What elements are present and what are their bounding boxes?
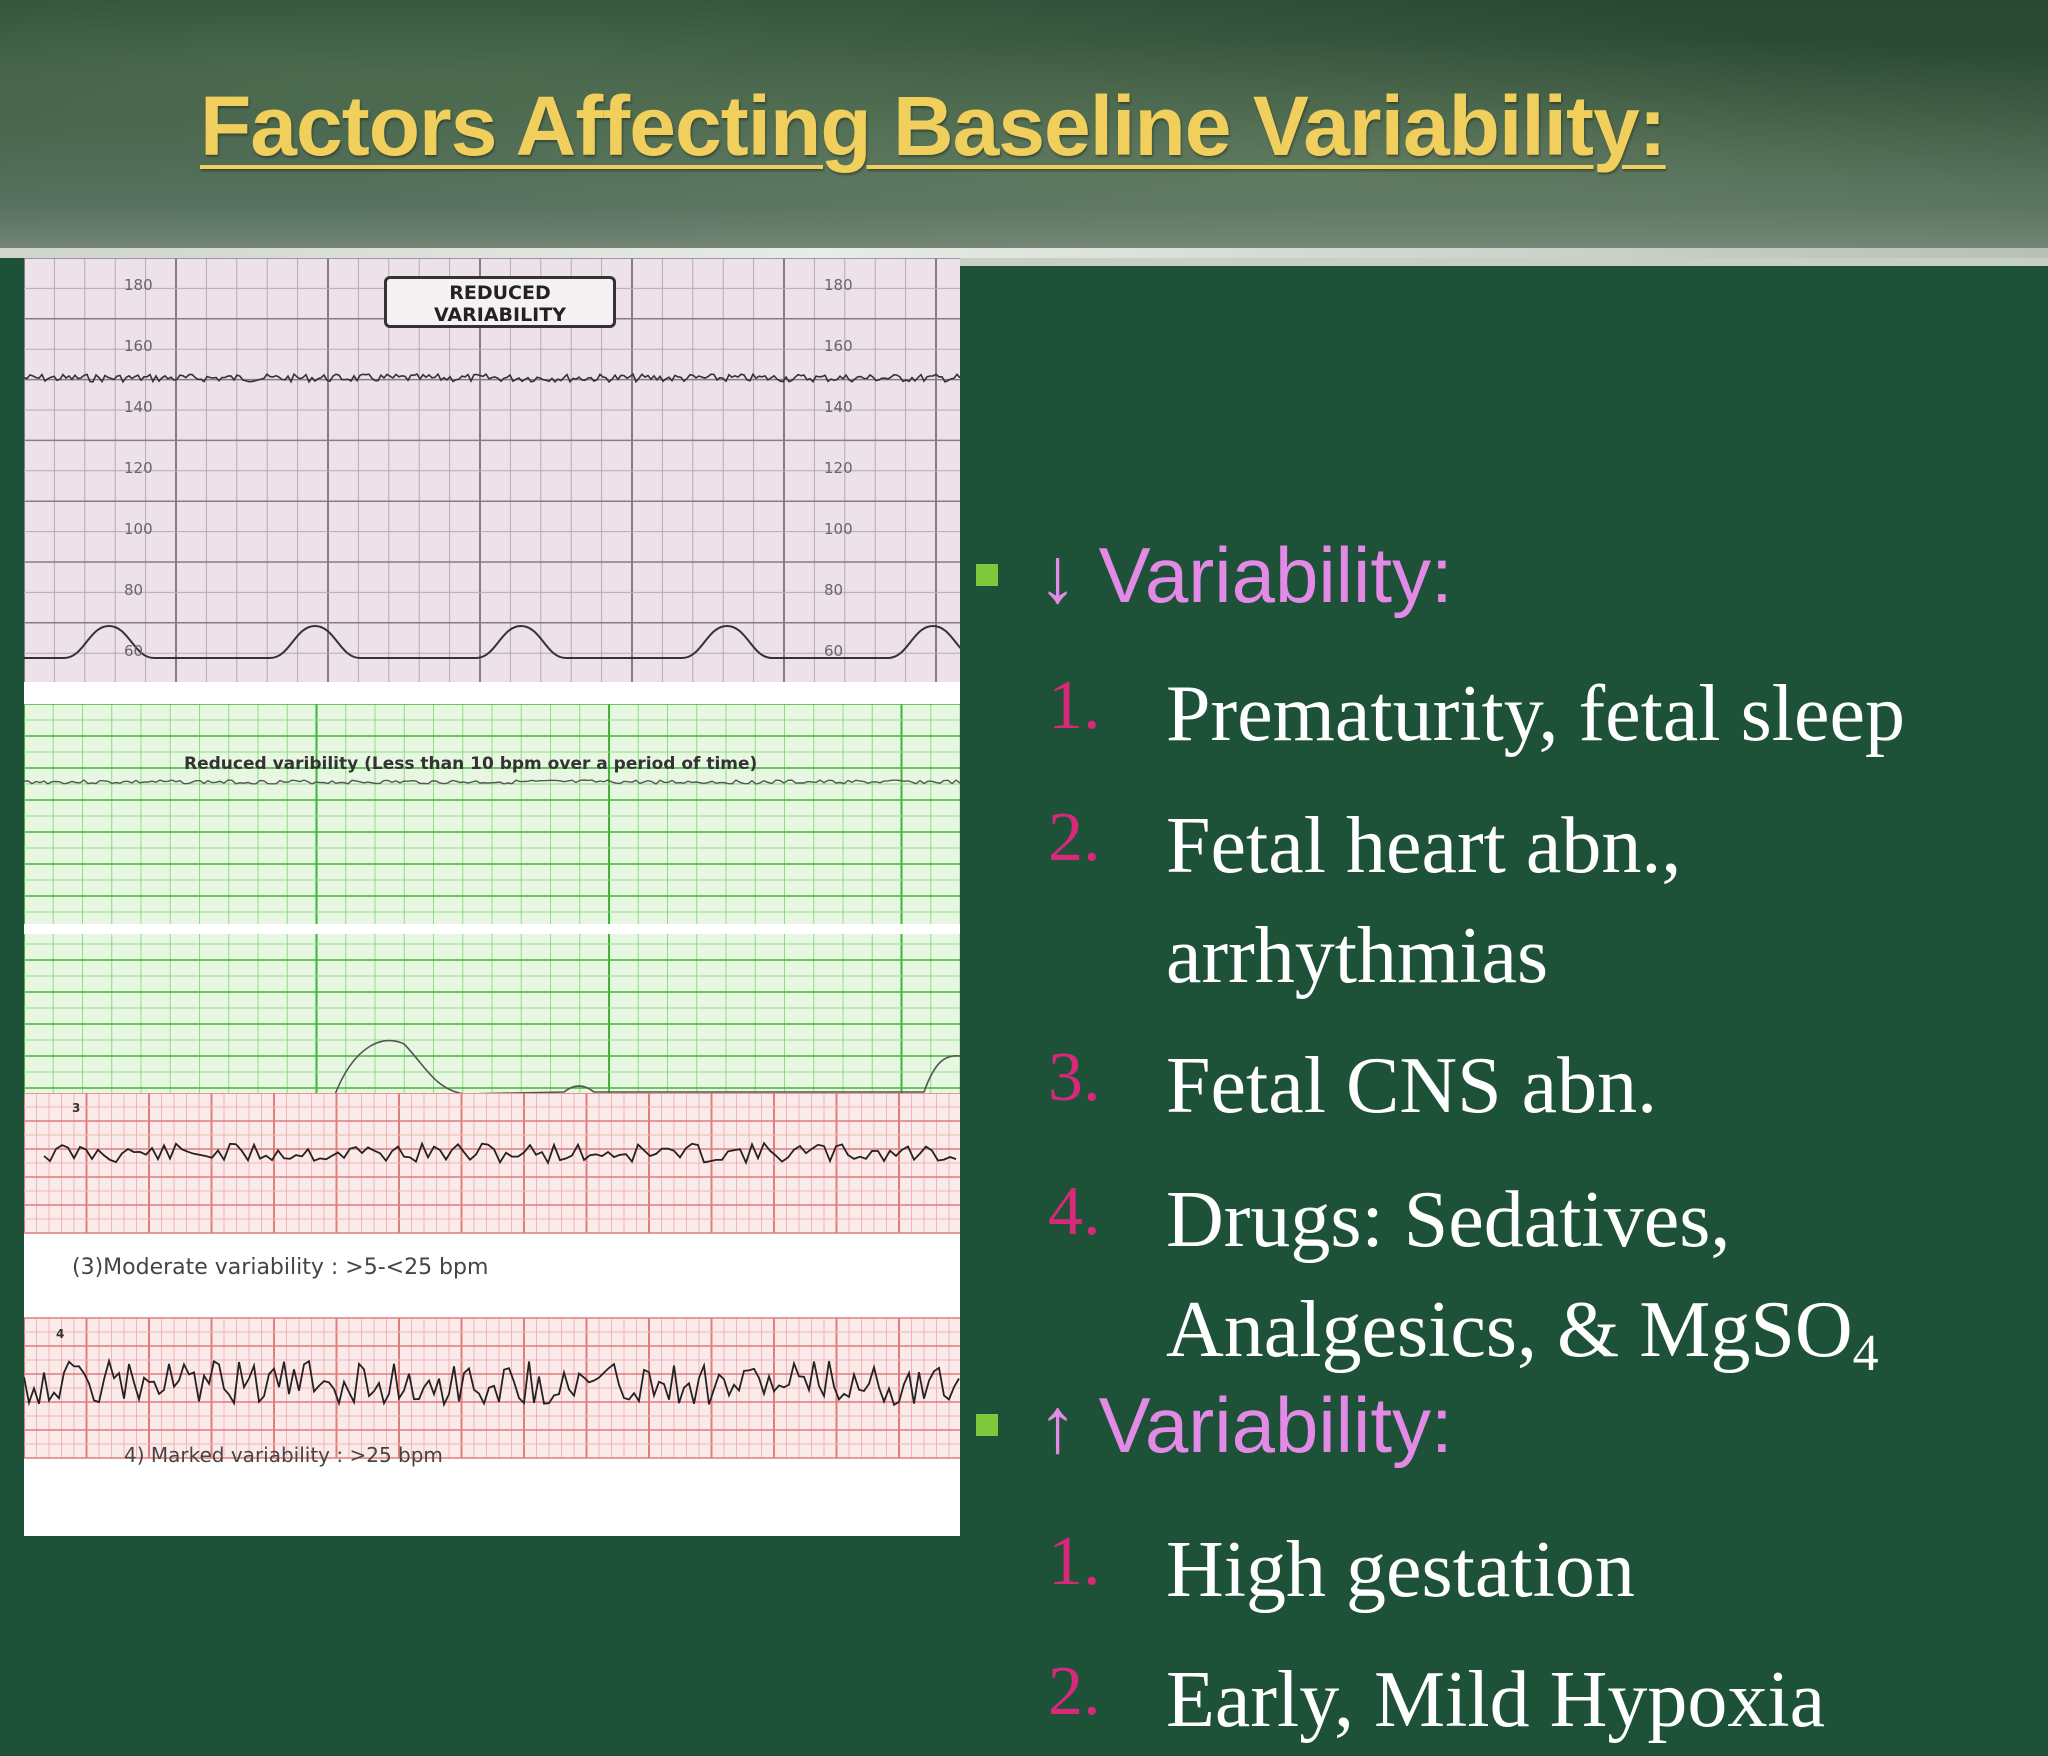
- item-number: 4.: [1048, 1173, 1101, 1250]
- y-tick-label: 120: [124, 459, 153, 477]
- item-text-line1: Drugs: Sedatives,: [1166, 1176, 1731, 1264]
- y-tick-label: 60: [824, 642, 844, 660]
- reduced-variability-tag: REDUCED VARIABILITY: [384, 276, 616, 328]
- marked-fhr-trace: [24, 1357, 960, 1408]
- tag-line1: REDUCED: [449, 282, 551, 304]
- item-number: 2.: [1048, 1653, 1101, 1730]
- slide-title: Factors Affecting Baseline Variability:: [200, 79, 1667, 173]
- item-text: Prematurity, fetal sleep: [1166, 670, 1905, 758]
- reduced-variability-trace: [24, 258, 960, 682]
- moderate-marked-strips: 3 (3)Moderate variability : >5-<25 bpm 4…: [24, 1093, 960, 1485]
- item-text-line2: Analgesics, & MgSO4: [1166, 1274, 1879, 1410]
- item-number: 2.: [1048, 799, 1101, 876]
- ctg-figure: REDUCED VARIABILITY 180 180 160 160 140 140 12…: [24, 258, 960, 1536]
- moderate-fhr-trace: [43, 1141, 957, 1166]
- reduced-fhr-trace: [24, 372, 960, 384]
- subscript: 4: [1852, 1325, 1879, 1382]
- decreased-heading-text: ↓ Variability:: [1038, 530, 1453, 619]
- y-tick-label: 80: [124, 581, 144, 599]
- increased-heading-text: ↑ Variability:: [1038, 1380, 1453, 1469]
- item-number: 1.: [1048, 1523, 1101, 1600]
- item-text-main: Analgesics, & MgSO: [1166, 1286, 1853, 1374]
- y-tick-label: 180: [124, 276, 153, 294]
- item-text: High gestation: [1166, 1526, 1635, 1614]
- square-bullet-icon: [976, 564, 998, 586]
- increased-heading: ↑ Variability:: [960, 1380, 1453, 1470]
- y-tick-label: 60: [124, 642, 144, 660]
- y-tick-label: 160: [824, 337, 853, 355]
- panel3-number: 3: [72, 1101, 81, 1115]
- tag-line2: VARIABILITY: [434, 304, 566, 326]
- green-grid-trace: [24, 704, 960, 1097]
- y-tick-label: 160: [124, 337, 153, 355]
- reduced-variability-strip: REDUCED VARIABILITY 180 180 160 160 140 140 12…: [24, 258, 960, 682]
- item-text-line1: Fetal heart abn.,: [1166, 802, 1682, 890]
- panel4-number: 4: [56, 1327, 65, 1341]
- item-text: Early, Mild Hypoxia: [1166, 1656, 1826, 1744]
- header-banner: [0, 0, 2048, 258]
- green-grid-strip: Reduced varibility (Less than 10 bpm ove…: [24, 704, 960, 1097]
- divider-line: [960, 258, 2048, 266]
- y-tick-label: 140: [824, 398, 853, 416]
- item-text: Fetal CNS abn.: [1166, 1042, 1658, 1130]
- strip2-caption: Reduced varibility (Less than 10 bpm ove…: [184, 754, 758, 774]
- item-number: 1.: [1048, 667, 1101, 744]
- y-tick-label: 180: [824, 276, 853, 294]
- y-tick-label: 80: [824, 581, 844, 599]
- square-bullet-icon: [976, 1414, 998, 1436]
- y-tick-label: 100: [824, 520, 853, 538]
- y-tick-label: 100: [124, 520, 153, 538]
- item-text-line2: arrhythmias: [1166, 912, 1549, 1000]
- y-tick-label: 120: [824, 459, 853, 477]
- marked-caption: 4) Marked variability : >25 bpm: [124, 1443, 443, 1467]
- y-tick-label: 140: [124, 398, 153, 416]
- moderate-marked-traces: [24, 1093, 960, 1459]
- reduced-fhr-trace-2: [24, 779, 960, 785]
- contraction-trace: [24, 624, 960, 659]
- content-panel: ↓ Variability: 1. Prematurity, fetal sle…: [960, 258, 2048, 1744]
- moderate-caption: (3)Moderate variability : >5-<25 bpm: [72, 1255, 489, 1280]
- left-margin: [0, 264, 24, 1536]
- item-number: 3.: [1048, 1039, 1101, 1116]
- decreased-heading: ↓ Variability:: [960, 530, 1453, 620]
